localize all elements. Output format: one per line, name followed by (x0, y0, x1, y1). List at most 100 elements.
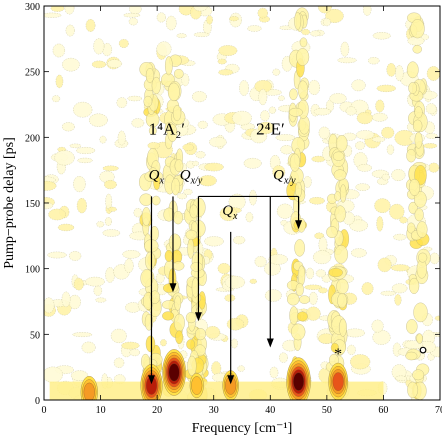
texture-blob (218, 45, 238, 56)
texture-blob (326, 99, 334, 112)
texture-blob (50, 6, 65, 12)
texture-blob (258, 89, 268, 106)
texture-blob (279, 352, 288, 363)
texture-blob (118, 39, 129, 48)
mode-label: Qx (149, 167, 165, 186)
band-blob (339, 318, 347, 337)
peak-contour (168, 363, 180, 382)
texture-blob (308, 80, 320, 95)
band-blob (167, 82, 180, 102)
texture-blob (69, 143, 82, 149)
y-axis-label: Pump−probe delay [ps] (2, 137, 17, 269)
texture-blob (243, 158, 262, 169)
band-blob (328, 268, 343, 278)
band-blob (332, 151, 345, 161)
band-blob (418, 252, 428, 263)
texture-blob (107, 59, 122, 68)
arrow-head (194, 312, 202, 322)
band-blob (334, 245, 348, 264)
circle-marker (419, 346, 427, 354)
texture-blob (372, 136, 386, 143)
texture-blob (71, 370, 89, 381)
group-label-2: 2⁴E′ (256, 120, 285, 139)
texture-blob (389, 203, 405, 220)
texture-blob (64, 6, 75, 15)
texture-blob (217, 58, 227, 65)
band-blob (414, 106, 423, 119)
texture-blob (391, 283, 408, 294)
texture-blob (65, 24, 75, 37)
band-blob (151, 195, 161, 206)
texture-blob (102, 229, 121, 237)
texture-blob (356, 130, 375, 140)
texture-blob (355, 141, 366, 150)
band-blob (167, 123, 178, 142)
mode-label: Qx (222, 203, 238, 222)
y-tick-label: 150 (25, 199, 40, 210)
texture-blob (351, 248, 367, 258)
texture-blob (131, 118, 145, 128)
y-tick-label: 0 (35, 396, 40, 407)
spectral-band (405, 12, 431, 400)
band-blob (335, 135, 348, 152)
texture-blob (73, 176, 86, 193)
texture-blob (386, 144, 395, 155)
band-blob (171, 177, 180, 196)
band-blob (299, 295, 310, 304)
band-blob (185, 312, 197, 324)
band-blob (339, 184, 347, 203)
texture-blob (264, 261, 281, 276)
texture-blob (357, 164, 372, 172)
band-blob (406, 61, 419, 79)
texture-blob (303, 176, 312, 188)
texture-blob (368, 57, 380, 65)
texture-blob (237, 365, 245, 372)
texture-blob (347, 344, 356, 355)
texture-blob (361, 282, 374, 295)
texture-blob (183, 188, 193, 195)
band-blob (294, 12, 302, 30)
texture-blob (193, 32, 210, 37)
peak-contour (191, 376, 203, 395)
texture-blob (47, 251, 67, 259)
texture-blob (318, 6, 332, 14)
texture-blob (268, 254, 288, 265)
peak-spot (189, 373, 204, 399)
band-blob (163, 207, 175, 222)
texture-blob (323, 18, 331, 27)
texture-blob (77, 157, 93, 163)
band-blob (139, 193, 153, 206)
texture-blob (395, 65, 404, 82)
band-blob (333, 169, 347, 181)
texture-blob (249, 278, 257, 284)
texture-blob (371, 112, 388, 122)
texture-blob (395, 375, 407, 381)
texture-blob (192, 91, 207, 103)
texture-blob (313, 108, 331, 116)
texture-blob (264, 289, 282, 302)
texture-blob (110, 328, 127, 343)
texture-blob (309, 197, 325, 205)
texture-blob (371, 319, 384, 333)
band-blob (148, 126, 157, 136)
band-blob (406, 319, 418, 334)
band-blob (175, 330, 184, 344)
texture-blob (394, 294, 402, 306)
band-blob (299, 37, 308, 48)
texture-blob (349, 219, 368, 232)
texture-blob (44, 181, 57, 191)
band-blob (174, 295, 182, 311)
texture-blob (195, 151, 206, 159)
texture-blob (257, 121, 275, 134)
texture-blob (340, 41, 350, 57)
band-blob (185, 229, 198, 240)
texture-blob (356, 112, 373, 125)
texture-blob (390, 264, 410, 272)
band-blob (408, 277, 420, 294)
texture-blob (85, 19, 96, 32)
arrow-head (227, 375, 235, 385)
texture-blob (156, 12, 166, 23)
texture-blob (269, 366, 279, 379)
mode-label: Qx/y (273, 167, 296, 186)
band-blob (173, 313, 185, 332)
